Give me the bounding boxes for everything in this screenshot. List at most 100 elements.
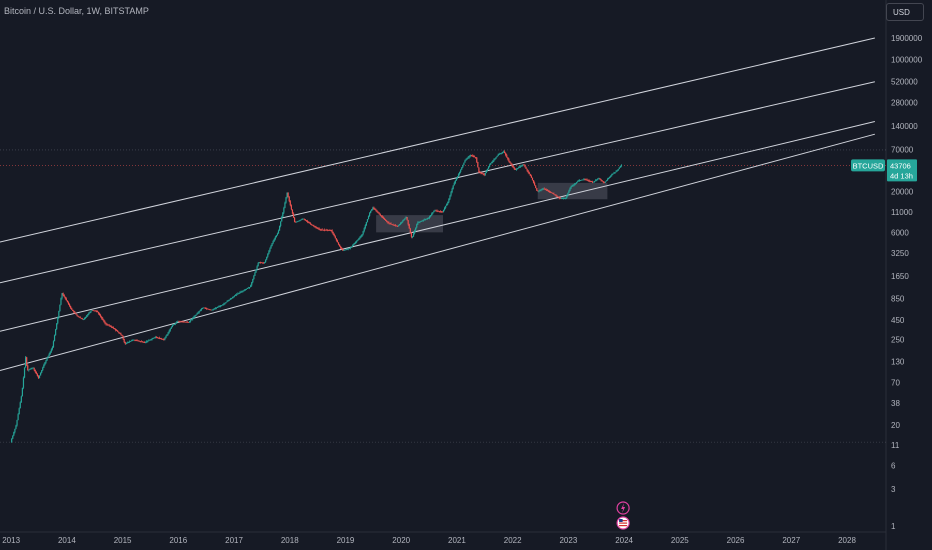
candle-body [336,240,339,243]
flash-event-icon[interactable] [616,501,630,515]
candle-body [28,369,30,371]
candle-body [368,213,371,217]
candle-body [617,169,619,171]
candle-body [117,330,119,332]
candle-body [527,170,529,173]
candle-body [379,214,381,216]
candle-body [134,339,136,341]
candle-body [567,193,569,196]
candle-body [33,367,35,370]
lightning-glyph [621,503,626,513]
candle-body [89,311,91,314]
candle-body [477,161,479,168]
candle-body [118,331,120,333]
candle-body [425,218,427,220]
candle-body [137,340,139,342]
candle-body [601,180,603,182]
candle-body [308,222,311,224]
flag-stripe [619,522,628,524]
candle-body [620,165,623,167]
candle-body [383,218,386,220]
x-tick-label: 2021 [448,536,466,545]
y-tick-label: 520000 [891,78,918,87]
candle-body [222,304,224,306]
candle-body [143,342,146,344]
candle-body [142,341,145,343]
y-tick-label: 38 [891,399,900,408]
candle-body [62,293,64,295]
candle-body [226,301,228,303]
candle-body [496,155,498,158]
symbol-tag [851,159,885,172]
candle-body [554,194,556,196]
currency-button[interactable]: USD [886,3,924,21]
candle-body [38,375,41,379]
candle-body [228,299,230,301]
candle-body [565,198,567,199]
candle-body [227,300,229,302]
candle-body [463,162,465,165]
candle-body [108,325,110,327]
candle-body [531,177,534,181]
candle-body [355,242,357,244]
candle-body [213,308,215,310]
candle-body [479,171,481,173]
candle-body [260,262,262,264]
candle-body [317,228,319,229]
y-tick-label: 1000000 [891,56,923,65]
candle-body [281,217,283,222]
candle-body [230,298,232,299]
candle-body [257,263,259,267]
candle-body [387,221,389,223]
candle-body [29,369,31,370]
candle-body [330,230,332,231]
candle-body [193,316,195,319]
candle-body [64,296,66,299]
flag-stripe [619,525,628,527]
candle-body [141,341,144,343]
candle-body [359,237,361,239]
candle-body [499,153,501,155]
candle-body [553,193,555,195]
candle-body [75,313,77,315]
candle-body [348,248,350,250]
candle-body [176,322,178,323]
candle-body [165,336,167,338]
candle-body [356,240,358,243]
candle-body [590,181,593,183]
candle-body [190,320,192,322]
candle-body [245,288,247,290]
candle-body [179,321,181,323]
candle-body [187,322,190,323]
candle-body [540,189,542,191]
candle-body [293,217,296,222]
y-tick-label: 6000 [891,228,909,237]
candle-body [504,151,506,154]
candle-body [495,157,497,159]
candle-body [611,174,613,176]
candle-body [273,239,275,241]
candle-body [82,319,85,321]
candle-body [528,172,530,175]
x-tick-label: 2013 [2,536,20,545]
candle-body [252,279,254,283]
candle-body [544,189,546,191]
candle-body [417,222,419,225]
candle-body [41,370,43,373]
candle-body [332,232,334,235]
candle-body [351,245,354,247]
candle-body [400,223,402,225]
candle-body [570,186,572,189]
x-tick-label: 2016 [169,536,187,545]
candle-body [92,310,94,312]
candle-body [493,159,495,161]
candle-body [97,311,100,314]
y-tick-label: 3250 [891,249,909,258]
candle-body [27,365,29,371]
candle-body [516,168,519,170]
candle-body [597,178,599,180]
candle-body [67,302,70,305]
consolidation-box [376,215,443,233]
candle-body [522,164,524,166]
